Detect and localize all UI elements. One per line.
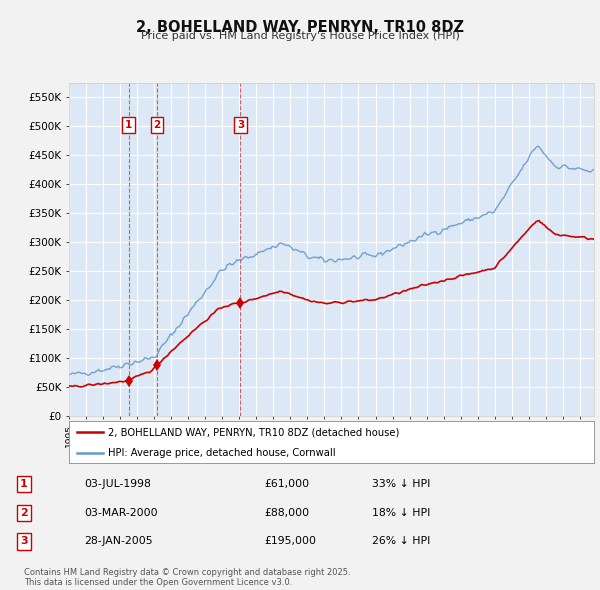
Text: £195,000: £195,000: [264, 536, 316, 546]
Text: 03-JUL-1998: 03-JUL-1998: [84, 479, 151, 489]
Text: 28-JAN-2005: 28-JAN-2005: [84, 536, 152, 546]
Text: Contains HM Land Registry data © Crown copyright and database right 2025.
This d: Contains HM Land Registry data © Crown c…: [24, 568, 350, 587]
Text: 33% ↓ HPI: 33% ↓ HPI: [372, 479, 430, 489]
Text: 2, BOHELLAND WAY, PENRYN, TR10 8DZ (detached house): 2, BOHELLAND WAY, PENRYN, TR10 8DZ (deta…: [109, 427, 400, 437]
Text: HPI: Average price, detached house, Cornwall: HPI: Average price, detached house, Corn…: [109, 448, 336, 457]
Text: 2, BOHELLAND WAY, PENRYN, TR10 8DZ: 2, BOHELLAND WAY, PENRYN, TR10 8DZ: [136, 20, 464, 35]
Text: Price paid vs. HM Land Registry's House Price Index (HPI): Price paid vs. HM Land Registry's House …: [140, 31, 460, 41]
Text: 1: 1: [20, 479, 28, 489]
Text: 3: 3: [20, 536, 28, 546]
Text: £88,000: £88,000: [264, 508, 309, 517]
Text: 03-MAR-2000: 03-MAR-2000: [84, 508, 158, 517]
Text: 18% ↓ HPI: 18% ↓ HPI: [372, 508, 430, 517]
Text: 1: 1: [125, 120, 132, 130]
Text: 3: 3: [237, 120, 244, 130]
Text: 2: 2: [154, 120, 161, 130]
Text: 2: 2: [20, 508, 28, 517]
Text: 26% ↓ HPI: 26% ↓ HPI: [372, 536, 430, 546]
Text: £61,000: £61,000: [264, 479, 309, 489]
